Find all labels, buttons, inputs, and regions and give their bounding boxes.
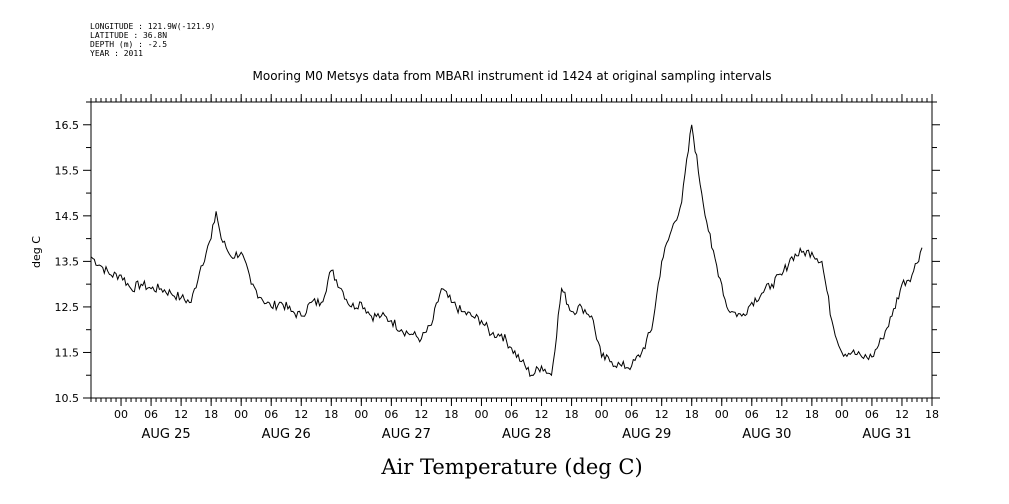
depth-line: DEPTH (m) : -2.5 (90, 40, 168, 49)
chart-title: Mooring M0 Metsys data from MBARI instru… (253, 69, 772, 83)
x-hour-label: 00 (595, 408, 609, 421)
x-day-label: AUG 30 (742, 427, 791, 442)
plot-axes (90, 98, 933, 402)
x-hour-label: 12 (535, 408, 549, 421)
x-hour-label: 06 (625, 408, 639, 421)
x-hour-label: 00 (114, 408, 128, 421)
year-line: YEAR : 2011 (90, 49, 143, 58)
x-hour-label: 12 (174, 408, 188, 421)
x-hour-label: 12 (775, 408, 789, 421)
y-tick-label: 15.5 (55, 164, 80, 177)
x-day-label: AUG 29 (622, 427, 671, 442)
x-hour-label: 18 (204, 408, 218, 421)
latitude-line: LATITUDE : 36.8N (90, 31, 168, 40)
x-day-label: AUG 31 (862, 427, 911, 442)
x-hour-label: 06 (865, 408, 879, 421)
x-hour-label: 18 (324, 408, 338, 421)
y-tick-label: 16.5 (55, 119, 80, 132)
y-axis-ticks: 10.5 11.5 12.5 13.5 14.5 15.5 16.5 (55, 101, 940, 405)
x-hour-label: 06 (745, 408, 759, 421)
y-axis-label: deg C (30, 236, 43, 268)
x-hour-label: 00 (715, 408, 729, 421)
x-hour-label: 12 (414, 408, 428, 421)
x-day-label: AUG 25 (142, 427, 191, 442)
x-hour-label: 06 (384, 408, 398, 421)
x-hour-label: 00 (354, 408, 368, 421)
y-tick-label: 10.5 (55, 392, 80, 405)
y-tick-label: 14.5 (55, 210, 80, 223)
y-tick-label: 13.5 (55, 255, 80, 268)
x-day-label: AUG 28 (502, 427, 551, 442)
x-hour-label: 00 (234, 408, 248, 421)
x-axis-ticks: 00 06 12 18 00 06 12 18 00 06 12 18 00 06 12 18 00 06 12 18… (114, 94, 939, 442)
plot-frame (90, 101, 933, 399)
x-axis-label: Air Temperature (deg C) (380, 455, 642, 479)
x-hour-label: 12 (294, 408, 308, 421)
x-hour-label: 06 (264, 408, 278, 421)
x-hour-label: 18 (444, 408, 458, 421)
x-day-label: AUG 26 (262, 427, 311, 442)
x-hour-label: 18 (565, 408, 579, 421)
series-line-air-temperature (90, 124, 923, 378)
x-hour-label: 06 (505, 408, 519, 421)
y-tick-label: 11.5 (55, 346, 80, 359)
x-hour-label: 12 (895, 408, 909, 421)
x-hour-label: 00 (474, 408, 488, 421)
longitude-line: LONGITUDE : 121.9W(-121.9) (90, 22, 216, 31)
x-day-label: AUG 27 (382, 427, 431, 442)
x-hour-label: 12 (655, 408, 669, 421)
x-hour-label: 00 (835, 408, 849, 421)
x-hour-label: 18 (805, 408, 819, 421)
x-hour-label: 06 (144, 408, 158, 421)
y-tick-label: 12.5 (55, 301, 80, 314)
x-hour-label: 18 (925, 408, 939, 421)
x-hour-label: 18 (685, 408, 699, 421)
